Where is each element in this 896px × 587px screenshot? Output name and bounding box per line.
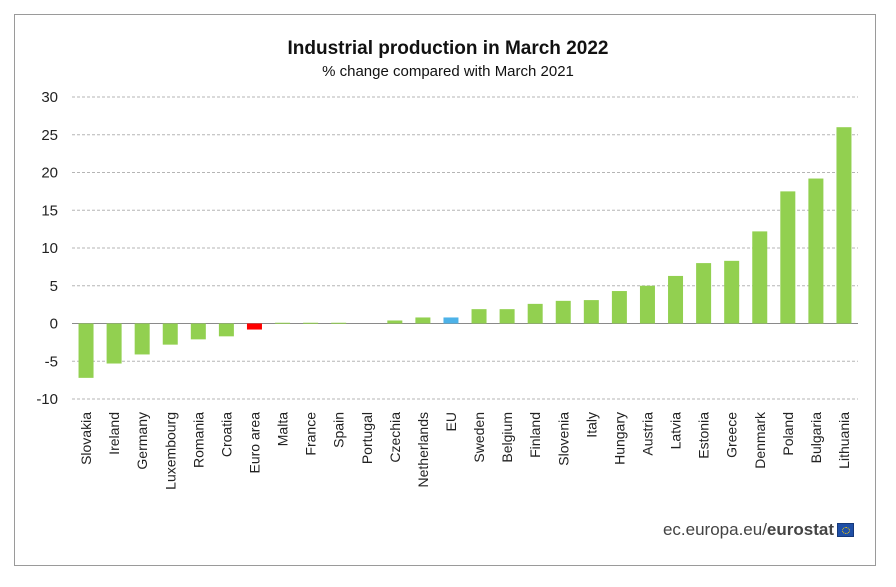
x-tick-label: Slovakia [78, 412, 94, 465]
eu-flag-icon [837, 523, 854, 537]
bar-spain [331, 322, 347, 324]
bar-romania [190, 323, 206, 340]
y-axis: 30 25 20 15 10 5 0 -5 -10 [36, 89, 58, 408]
bar-sweden [471, 309, 487, 324]
x-tick-label: Lithuania [836, 412, 852, 469]
bar-croatia [218, 323, 234, 337]
bar-luxembourg [162, 323, 178, 345]
y-tick-label: 0 [50, 316, 58, 333]
chart-title: Industrial production in March 2022 [287, 38, 609, 59]
y-tick-label: 10 [41, 240, 58, 257]
bar-eu [443, 317, 459, 324]
x-tick-label: Luxembourg [162, 412, 178, 490]
bars [78, 127, 852, 378]
x-tick-label: Bulgaria [808, 412, 824, 464]
x-tick-label: Estonia [696, 412, 712, 459]
y-tick-label: -5 [45, 353, 58, 370]
x-tick-label: Czechia [387, 412, 403, 463]
y-tick-label: 30 [41, 89, 58, 106]
x-tick-label: Austria [639, 412, 655, 456]
x-tick-label: Spain [331, 412, 347, 448]
bar-france [303, 322, 319, 324]
bar-finland [527, 303, 543, 324]
x-tick-label: Romania [190, 412, 206, 468]
bar-ireland [106, 323, 122, 364]
source-url: ec.europa.eu/ [662, 520, 767, 539]
bar-poland [780, 191, 796, 324]
x-tick-label: Ireland [106, 412, 122, 455]
x-tick-label: Netherlands [415, 412, 431, 488]
x-tick-label: Belgium [499, 412, 515, 463]
source-brand: eurostat [766, 520, 834, 539]
y-tick-label: 15 [41, 202, 58, 219]
x-tick-label: Germany [134, 412, 150, 470]
x-tick-label: Sweden [471, 412, 487, 463]
bar-hungary [611, 291, 627, 324]
bar-denmark [752, 231, 768, 324]
bar-estonia [696, 263, 712, 324]
bar-netherlands [415, 317, 431, 324]
x-tick-label: Greece [724, 412, 740, 458]
bar-slovakia [78, 323, 94, 378]
x-tick-label: Croatia [218, 412, 234, 457]
bar-bulgaria [808, 178, 824, 324]
bar-malta [275, 322, 291, 324]
bar-belgium [499, 309, 515, 324]
bar-germany [134, 323, 150, 355]
x-tick-label: Latvia [668, 412, 684, 450]
y-tick-label: 20 [41, 165, 58, 182]
bar-italy [583, 300, 599, 324]
x-tick-label: Hungary [611, 412, 627, 465]
y-tick-label: 25 [41, 127, 58, 144]
y-tick-label: 5 [50, 278, 58, 295]
chart-subtitle: % change compared with March 2021 [322, 63, 574, 80]
x-tick-label: EU [443, 412, 459, 431]
x-tick-label: Malta [275, 412, 291, 446]
x-tick-label: Finland [527, 412, 543, 458]
bar-latvia [668, 275, 684, 324]
bar-austria [639, 285, 655, 324]
bar-lithuania [836, 127, 852, 324]
gridlines [72, 96, 858, 400]
bar-greece [724, 260, 740, 324]
x-tick-label: Poland [780, 412, 796, 456]
bar-slovenia [555, 300, 571, 324]
x-tick-label: Slovenia [555, 412, 571, 466]
source-credit: ec.europa.eu/eurostat [663, 520, 854, 540]
x-tick-label: Italy [583, 412, 599, 438]
x-tick-label: Euro area [246, 412, 262, 474]
x-axis: Slovakia Ireland Germany Luxembourg Romania C… [78, 411, 852, 490]
x-tick-label: Denmark [752, 411, 768, 469]
x-tick-label: Portugal [359, 412, 375, 464]
bar-euro-area [246, 323, 262, 330]
y-tick-label: -10 [36, 391, 58, 408]
x-tick-label: France [303, 412, 319, 456]
bar-czechia [387, 320, 403, 324]
